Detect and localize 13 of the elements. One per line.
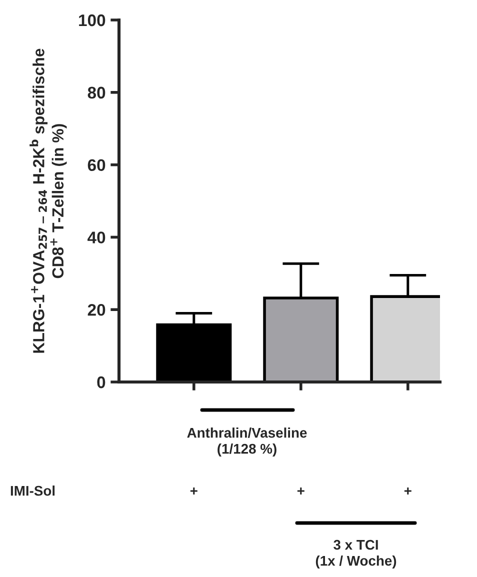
y-tick-label: 60 [88, 159, 106, 172]
text: IMI-Sol [10, 486, 55, 496]
y-tick-label: 100 [79, 14, 106, 26]
text: + [404, 487, 412, 494]
text: Anthralin/Vaseline (1/128 %) [187, 428, 307, 456]
text: + [190, 487, 198, 494]
text: KLRG-1$^{+}$OVA$_{257−264}$ H-2K$^{b}$ spezifische CD8$^{+}$ T-Zellen (in %) [30, 48, 67, 353]
text: 3 x TCI (1x / Woche) [316, 540, 396, 568]
y-tick-label: 0 [97, 376, 106, 388]
y-tick-label: 20 [88, 304, 106, 316]
y-tick-label: 80 [88, 86, 106, 99]
text: + [297, 487, 304, 494]
y-tick-label: 40 [88, 232, 106, 244]
